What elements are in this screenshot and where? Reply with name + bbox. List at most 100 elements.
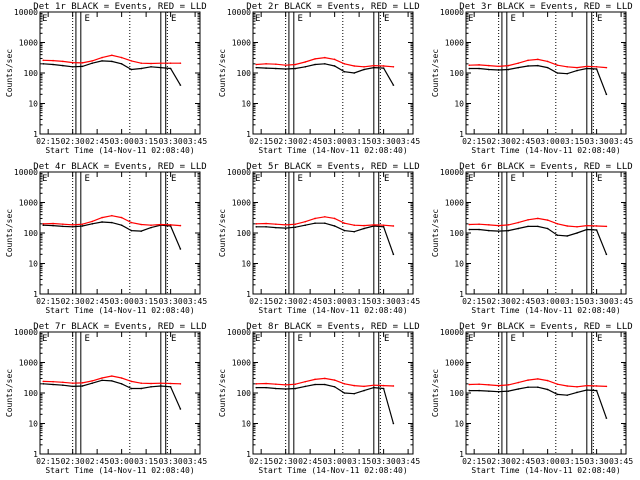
event-marker-label: E [171,14,176,24]
events-data-point [382,67,385,69]
events-data-point [537,225,539,228]
events-data-point [556,72,559,74]
events-data-point [71,65,74,68]
x-tick-label: 02:45 [298,137,322,146]
lld-data-point [120,56,123,59]
lld-data-point [304,61,307,63]
x-tick-label: 03:30 [372,137,396,146]
events-data-point [284,388,287,390]
events-data-point [507,390,510,392]
lld-data-point [62,60,64,63]
x-tick-label: 02:30 [61,137,85,146]
interval-box [586,331,593,455]
plot-frame [39,171,201,295]
lld-data-point [130,60,133,62]
events-data-point [576,232,578,234]
lld-data-point [546,219,549,221]
events-data-point [488,229,490,232]
event-marker-label: E [171,174,176,184]
interval-box [501,171,508,295]
events-data-point [62,384,64,387]
events-data-point [373,386,375,389]
chart-title: Det 2r BLACK = Events, RED = LLD [246,2,419,12]
events-data-point [304,385,307,388]
chart-panel-5: Det 5r BLACK = Events, RED = LLD 1 10 100 10… [218,162,420,315]
y-tick-label: 10 [241,420,251,429]
lld-data-point [556,223,559,225]
lld-data-point [343,63,346,65]
lld-data-point [169,382,172,385]
events-series-line [43,221,181,250]
lld-data-point [284,384,287,386]
lld-data-point [478,223,480,225]
lld-data-point [595,385,598,387]
event-marker-label: E [42,14,47,24]
events-data-point [343,392,346,394]
events-data-point [52,63,54,66]
lld-data-point [160,223,162,226]
events-data-point [392,84,395,86]
event-marker-label: E [468,14,473,24]
x-axis-label: Start Time (14-Nov-11 02:08:40) [45,146,194,155]
events-data-point [586,389,588,391]
events-data-point [595,229,598,231]
lld-data-point [71,61,74,64]
y-tick-label: 1000 [19,39,38,48]
lld-data-point [343,222,346,224]
x-axis-label: Start Time (14-Nov-11 02:08:40) [471,306,620,315]
x-tick-label: 02:30 [61,457,85,466]
events-data-point [130,387,133,390]
events-data-point [478,389,480,392]
lld-data-point [284,224,287,226]
x-tick-label: 02:30 [487,297,511,306]
lld-data-point [255,383,258,385]
y-tick-label: 100 [24,69,39,78]
events-data-point [333,225,336,227]
lld-data-point [478,383,480,385]
x-tick-label: 03:30 [585,137,609,146]
lld-data-point [537,58,539,61]
y-tick-label: 1 [33,130,38,139]
lld-data-point [140,382,143,384]
x-tick-label: 03:45 [609,297,633,306]
lld-data-point [150,224,152,227]
x-axis-label: Start Time (14-Nov-11 02:08:40) [45,466,194,475]
events-data-point [324,222,326,224]
x-tick-label: 02:15 [249,297,273,306]
x-tick-label: 03:15 [560,297,584,306]
interval-box [288,171,295,295]
events-series-line [256,383,394,424]
chart-panel-7: Det 7r BLACK = Events, RED = LLD 1 10 100 10… [5,322,207,475]
events-data-point [353,72,356,74]
y-tick-label: 10 [28,100,38,109]
events-data-point [576,391,578,394]
x-tick-label: 02:30 [274,457,298,466]
y-tick-label: 1 [246,290,251,299]
lld-data-point [130,221,133,224]
lld-data-point [488,64,490,67]
interval-box [501,331,508,455]
plot-frame [465,171,627,295]
y-axis-label: Counts/sec [5,209,14,257]
events-data-point [42,224,45,227]
lld-data-point [111,54,113,57]
events-data-point [150,385,152,388]
lld-data-point [150,382,152,385]
lld-data-point [527,59,529,62]
y-tick-label: 100 [450,69,465,78]
event-marker-label: E [171,334,176,344]
events-data-point [507,68,510,71]
x-tick-label: 02:45 [85,137,109,146]
event-marker-label: E [597,14,602,24]
chart-title: Det 7r BLACK = Events, RED = LLD [33,322,206,332]
chart-title: Det 3r BLACK = Events, RED = LLD [459,2,632,12]
lld-data-point [556,383,559,385]
x-tick-label: 02:45 [298,297,322,306]
x-tick-label: 03:15 [134,137,158,146]
events-data-point [314,222,316,224]
x-tick-label: 03:30 [372,297,396,306]
events-data-point [81,385,84,387]
lld-data-point [478,64,480,66]
events-data-point [556,234,559,236]
lld-data-point [265,222,267,225]
